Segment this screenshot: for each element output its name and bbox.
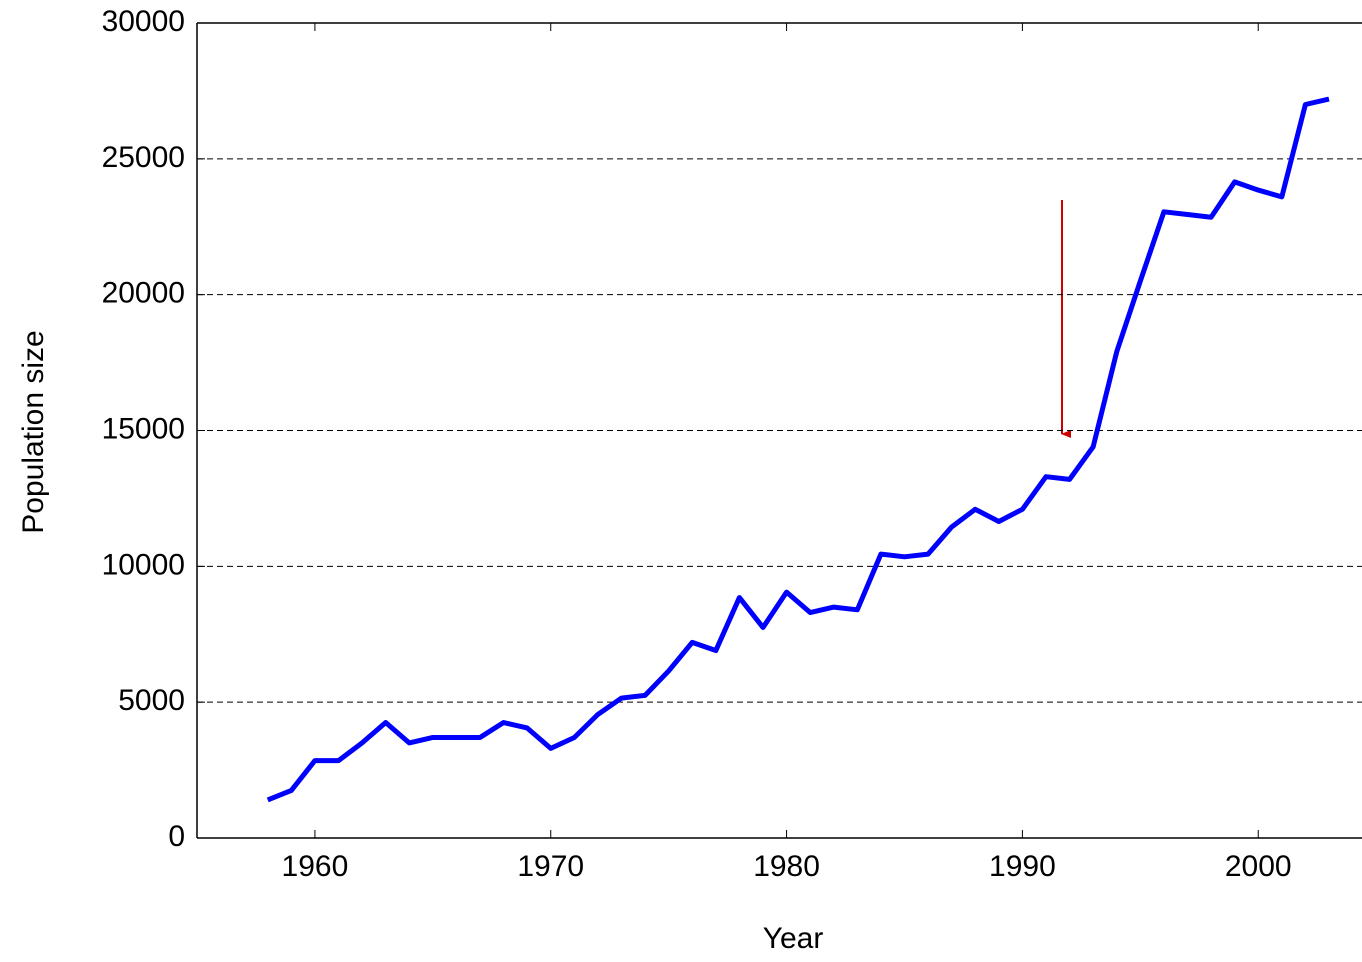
x-tick-label: 1960 xyxy=(282,850,349,883)
y-tick-label: 15000 xyxy=(102,412,185,445)
y-axis-label: Population size xyxy=(17,330,50,533)
y-tick-label: 10000 xyxy=(102,548,185,581)
x-tick-label: 2000 xyxy=(1225,850,1292,883)
x-tick-label: 1970 xyxy=(517,850,584,883)
y-tick-label: 25000 xyxy=(102,141,185,174)
y-tick-label: 20000 xyxy=(102,277,185,310)
y-tick-label: 30000 xyxy=(102,5,185,38)
y-tick-label: 5000 xyxy=(118,684,185,717)
x-tick-label: 1980 xyxy=(753,850,820,883)
data-line xyxy=(266,96,1330,803)
x-tick-label: 1990 xyxy=(989,850,1056,883)
y-tick-label: 0 xyxy=(168,820,185,853)
x-axis-label: Year xyxy=(763,922,824,955)
